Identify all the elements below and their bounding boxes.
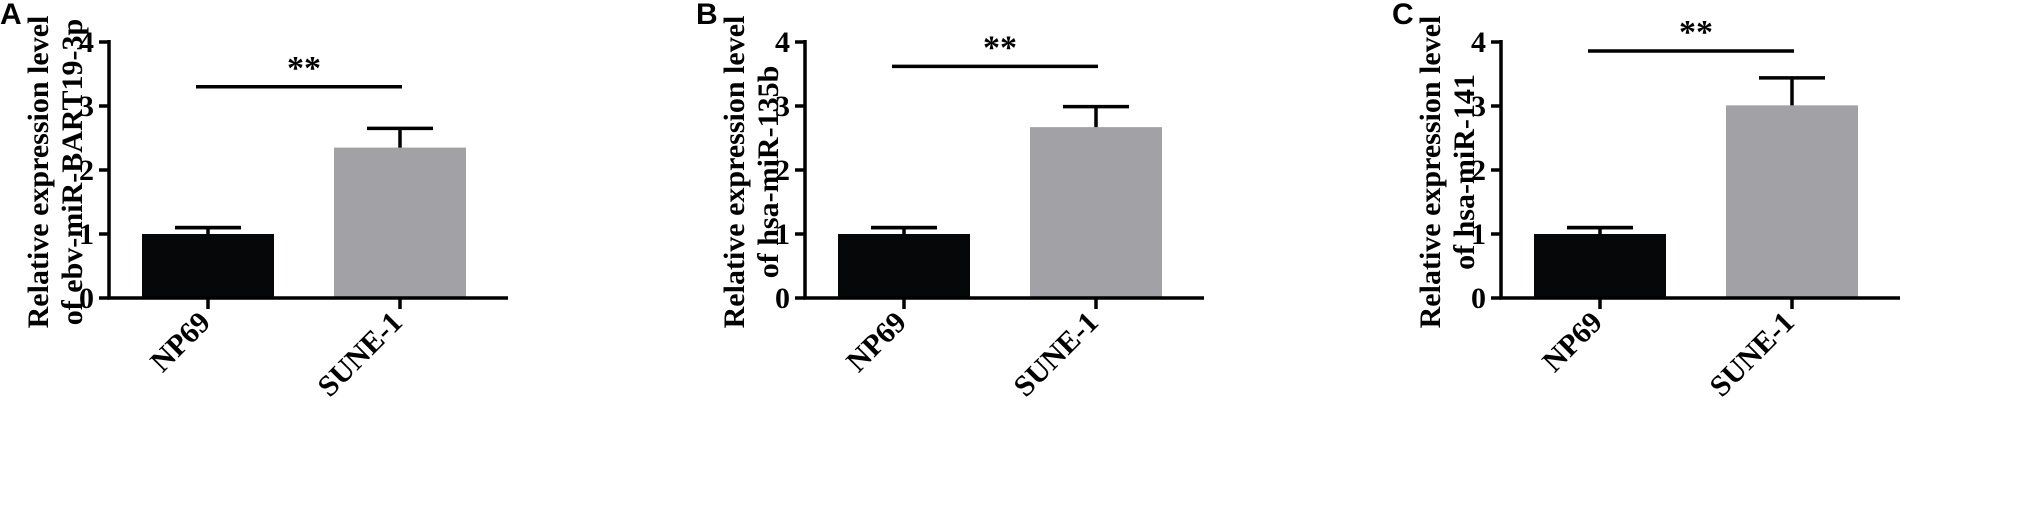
error-bar xyxy=(1063,104,1129,128)
y-axis-label: of ebv-miR-BART19-3p xyxy=(56,19,89,325)
y-tick-label: 3 xyxy=(775,90,790,123)
y-tick-label: 2 xyxy=(1471,154,1486,187)
chart-panel-c: C Relative expression level of hsa-miR-141… xyxy=(1392,0,2044,505)
bar xyxy=(838,234,970,298)
x-tick-label: NP69 xyxy=(144,306,217,379)
error-bar xyxy=(871,225,937,234)
bar xyxy=(334,147,466,298)
panel-letter: C xyxy=(1392,0,1414,31)
significance-label: ** xyxy=(1679,14,1713,51)
y-tick-label: 0 xyxy=(1471,282,1486,315)
x-tick-label: SUNE-1 xyxy=(1007,306,1105,404)
x-tick-label: SUNE-1 xyxy=(311,306,409,404)
error-bar xyxy=(367,126,433,148)
y-axis-label: Relative expression level xyxy=(1414,16,1447,329)
error-bar xyxy=(175,225,241,234)
significance-label: ** xyxy=(287,50,321,87)
y-tick-label: 1 xyxy=(1471,218,1486,251)
y-tick-label: 2 xyxy=(775,154,790,187)
y-tick-label: 0 xyxy=(79,282,94,315)
chart-panel-b: B Relative expression level of hsa-miR-135… xyxy=(696,0,1392,505)
x-tick-label: NP69 xyxy=(1536,306,1609,379)
error-bar xyxy=(1567,225,1633,234)
chart-panel-a: A Relative expression level of ebv-miR-BAR… xyxy=(0,0,696,505)
y-axis-label: Relative expression level xyxy=(718,16,751,329)
y-axis-label: Relative expression level xyxy=(22,16,55,329)
bar xyxy=(1726,105,1858,298)
x-tick-label: SUNE-1 xyxy=(1703,306,1801,404)
y-tick-label: 2 xyxy=(79,154,94,187)
x-tick-label: NP69 xyxy=(840,306,913,379)
y-tick-label: 3 xyxy=(79,90,94,123)
y-axis-label: of hsa-miR-141 xyxy=(1448,74,1481,270)
y-tick-label: 3 xyxy=(1471,90,1486,123)
panel-letter: B xyxy=(696,0,718,31)
bar xyxy=(142,234,274,298)
y-tick-label: 1 xyxy=(79,218,94,251)
significance-label: ** xyxy=(983,29,1017,66)
y-tick-label: 0 xyxy=(775,282,790,315)
y-tick-label: 4 xyxy=(1471,26,1486,59)
y-axis-label: of hsa-miR-135b xyxy=(752,66,785,279)
y-tick-label: 4 xyxy=(775,26,790,59)
panel-letter: A xyxy=(0,0,22,31)
error-bar xyxy=(1759,76,1825,106)
bar xyxy=(1030,127,1162,299)
bar xyxy=(1534,234,1666,298)
y-tick-label: 4 xyxy=(79,26,94,59)
y-tick-label: 1 xyxy=(775,218,790,251)
